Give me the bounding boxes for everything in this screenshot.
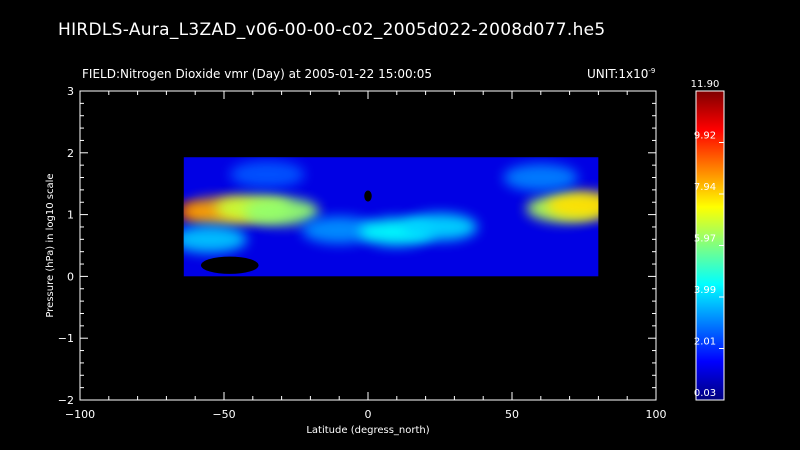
heatmap-cell — [546, 191, 599, 219]
x-tick-label: 100 — [646, 408, 667, 421]
y-tick-label: −1 — [58, 332, 74, 345]
colorbar-tick-label: 2.01 — [694, 337, 716, 348]
field-title: FIELD:Nitrogen Dioxide vmr (Day) at 2005… — [82, 67, 432, 81]
missing-data-region — [364, 190, 372, 202]
y-tick-label: 3 — [67, 85, 74, 98]
y-tick-label: 2 — [67, 147, 74, 160]
y-axis-label: Pressure (hPa) in log10 scale — [45, 173, 56, 317]
colorbar-tick-label: 9.92 — [694, 131, 716, 142]
heatmap-field — [183, 157, 599, 277]
x-axis: −100 −50 0 50 100 — [65, 91, 667, 421]
y-tick-label: 0 — [67, 270, 74, 283]
file-title: HIRDLS-Aura_L3ZAD_v06-00-00-c02_2005d022… — [58, 20, 606, 40]
heatmap-cell — [301, 216, 377, 244]
unit-prefix: UNIT:1x10 — [587, 67, 649, 81]
unit-label: UNIT:1x10-9 — [587, 67, 655, 81]
y-tick-label: 1 — [67, 209, 74, 222]
x-tick-label: 0 — [365, 408, 372, 421]
heatmap-cell — [402, 213, 478, 241]
y-tick-label: −2 — [58, 394, 74, 407]
missing-data-regions — [200, 190, 372, 274]
missing-data-region — [200, 256, 259, 274]
y-axis: −2 −1 0 1 2 3 — [58, 85, 656, 407]
colorbar-ticks: 11.90 9.92 7.94 5.97 3.99 2.01 0.03 — [691, 79, 724, 401]
x-tick-label: −50 — [212, 408, 235, 421]
unit-exponent: -9 — [648, 67, 656, 75]
heatmap-cell — [503, 163, 579, 192]
colorbar-tick-label: 5.97 — [694, 234, 716, 245]
x-axis-label: Latitude (degress_north) — [306, 425, 429, 436]
heatmap-cell — [244, 197, 320, 226]
colorbar-tick-label: 0.03 — [694, 388, 716, 399]
x-tick-label: −100 — [65, 408, 95, 421]
colorbar-tick-label: 7.94 — [694, 182, 716, 193]
colorbar-tick-label: 3.99 — [694, 285, 716, 296]
heatmap-cell — [183, 225, 248, 253]
colorbar-tick-label: 11.90 — [691, 79, 720, 90]
x-tick-label: 50 — [505, 408, 519, 421]
heatmap-cell — [229, 160, 305, 189]
